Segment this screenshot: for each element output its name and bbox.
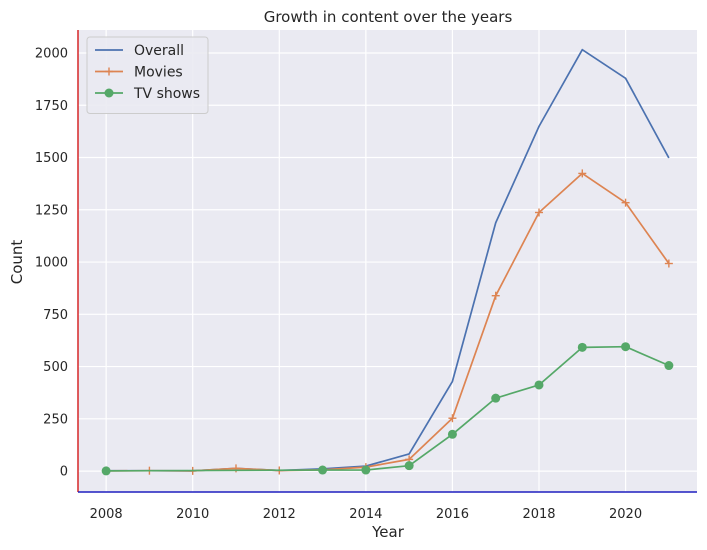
legend-box — [86, 36, 209, 114]
y-axis-label: Count — [8, 240, 26, 285]
legend-marker-movies — [105, 67, 113, 76]
data-point-movies — [621, 198, 630, 207]
x-tick-label: 2010 — [176, 507, 209, 522]
legend-entry-movies: Movies — [95, 65, 183, 81]
legend: Overall Movies TV shows — [86, 36, 209, 114]
data-point-movies — [491, 291, 500, 300]
y-tick-label: 2000 — [35, 46, 68, 61]
y-tick-labels: 0 250 500 750 1000 1250 1500 1750 2000 — [35, 46, 68, 479]
data-point-movies — [448, 414, 457, 423]
y-tick-label: 500 — [43, 360, 68, 375]
chart-title: Growth in content over the years — [264, 8, 513, 26]
data-point-tv-shows — [101, 466, 111, 476]
data-point-tv-shows — [577, 342, 587, 352]
x-axis-label: Year — [371, 523, 405, 541]
x-tick-label: 2016 — [436, 507, 469, 522]
y-tick-label: 750 — [43, 308, 68, 323]
data-point-tv-shows — [664, 361, 674, 371]
data-point-tv-shows — [534, 380, 544, 390]
legend-label-overall: Overall — [134, 43, 184, 59]
series-line-tv-shows — [106, 345, 670, 472]
legend-entry-tv-shows: TV shows — [95, 86, 200, 102]
y-tick-label: 1750 — [35, 99, 68, 114]
data-point-movies — [578, 169, 587, 178]
x-tick-label: 2008 — [90, 507, 123, 522]
data-point-tv-shows — [361, 465, 371, 475]
data-point-tv-shows — [491, 393, 501, 403]
data-point-tv-shows — [404, 461, 414, 471]
data-point-movies — [664, 259, 673, 268]
x-tick-label: 2020 — [609, 507, 642, 522]
legend-label-tv-shows: TV shows — [133, 86, 200, 102]
series-layer — [101, 48, 674, 476]
legend-label-movies: Movies — [134, 65, 183, 81]
y-tick-label: 1250 — [35, 203, 68, 218]
x-tick-label: 2014 — [349, 507, 382, 522]
y-tick-label: 0 — [60, 465, 68, 480]
legend-marker-tv-shows — [104, 88, 114, 98]
y-tick-label: 1000 — [35, 256, 68, 271]
x-tick-labels: 2008 2010 2012 2014 2016 2018 2020 — [90, 507, 643, 522]
x-tick-label: 2018 — [522, 507, 555, 522]
data-point-tv-shows — [621, 342, 631, 352]
data-point-movies — [535, 208, 544, 217]
data-point-tv-shows — [447, 429, 457, 439]
y-tick-label: 1500 — [35, 151, 68, 166]
y-tick-label: 250 — [43, 412, 68, 427]
x-tick-label: 2012 — [263, 507, 296, 522]
legend-entry-overall: Overall — [95, 43, 184, 59]
data-point-tv-shows — [318, 465, 328, 475]
